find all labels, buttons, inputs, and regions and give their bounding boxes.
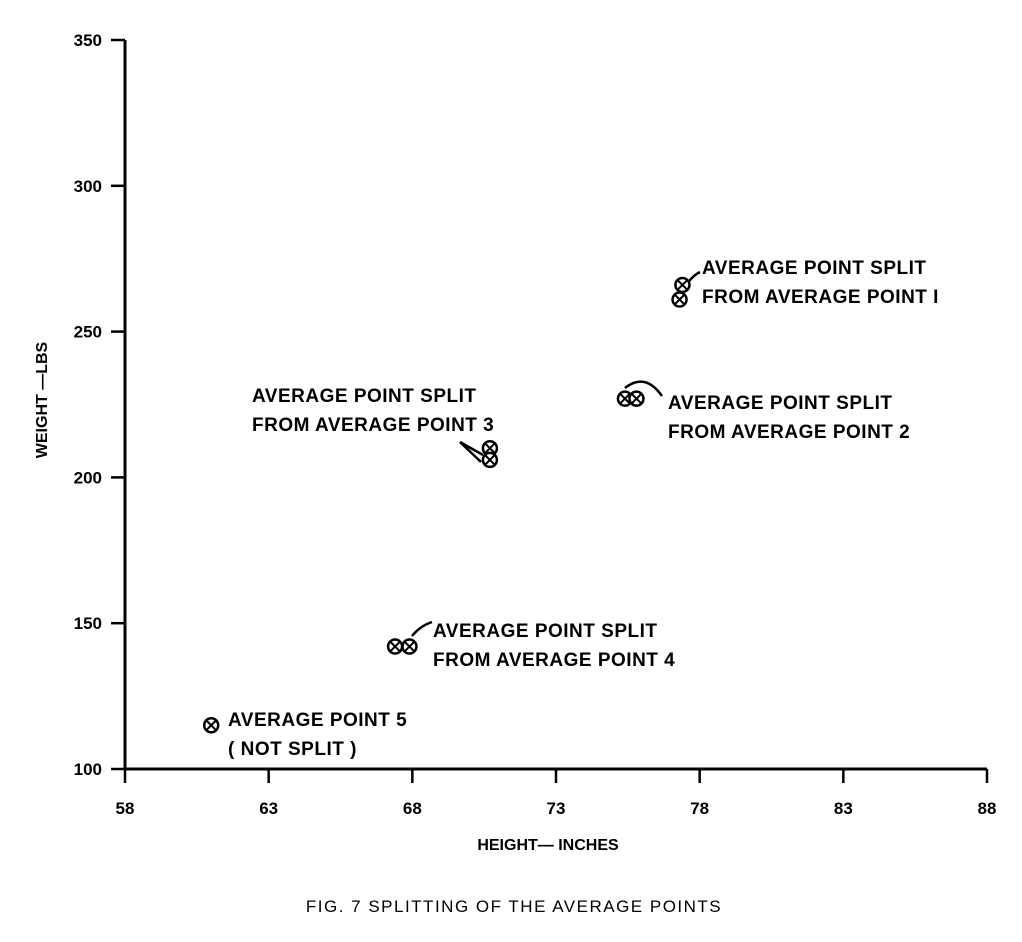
x-tick-label: 73 [547,799,566,818]
y-tick-label: 300 [74,177,102,196]
annotation-line: AVERAGE POINT SPLIT [668,393,893,414]
y-tick-label: 100 [74,760,102,779]
figure-caption: FIG. 7 SPLITTING OF THE AVERAGE POINTS [306,897,722,916]
annotation-3: AVERAGE POINT SPLIT FROM AVERAGE POINT 3 [252,386,494,436]
data-point [386,638,404,655]
annotation-line: ( NOT SPLIT ) [228,739,357,760]
annotation-line: AVERAGE POINT SPLIT [433,621,658,642]
annotation-line: FROM AVERAGE POINT 4 [433,650,675,671]
x-tick-label: 88 [978,799,997,818]
y-tick-label: 150 [74,614,102,633]
data-point [401,638,418,655]
annotation-5: AVERAGE POINT 5 ( NOT SPLIT ) [228,710,407,760]
data-points [202,276,691,734]
annotations: AVERAGE POINT SPLIT FROM AVERAGE POINT IA… [228,258,939,760]
annotation-4: AVERAGE POINT SPLIT FROM AVERAGE POINT 4 [433,621,675,671]
data-point [674,276,691,294]
data-point [481,451,499,469]
leader-split-3b [459,441,482,463]
x-tick-label: 68 [403,799,422,818]
annotation-2: AVERAGE POINT SPLIT FROM AVERAGE POINT 2 [668,393,910,443]
data-point [481,439,499,457]
y-tick-label: 250 [74,323,102,342]
y-ticks: 100 150 200 250 300 350 [74,31,125,779]
annotation-line: AVERAGE POINT 5 [228,710,407,731]
annotation-leaders [411,270,701,637]
annotation-line: AVERAGE POINT SPLIT [252,386,477,407]
annotation-1: AVERAGE POINT SPLIT FROM AVERAGE POINT I [702,258,939,308]
leader-split-2 [624,380,664,397]
x-tick-label: 63 [259,799,278,818]
data-point [628,390,645,407]
annotation-line: FROM AVERAGE POINT I [702,287,939,308]
y-tick-label: 350 [74,31,102,50]
y-tick-label: 200 [74,468,102,487]
data-point [616,390,634,407]
data-point [202,717,220,734]
annotation-line: FROM AVERAGE POINT 2 [668,422,910,443]
data-point [671,291,688,308]
annotation-line: AVERAGE POINT SPLIT [702,258,927,279]
x-tick-label: 83 [834,799,853,818]
x-axis-label: HEIGHT— INCHES [477,837,619,854]
x-tick-label: 58 [116,799,135,818]
annotation-line: FROM AVERAGE POINT 3 [252,415,494,436]
y-axis-label: WEIGHT —LBS [34,341,51,458]
x-ticks: 58 63 68 73 78 83 88 [116,769,997,818]
x-tick-label: 78 [690,799,709,818]
leader-split-4 [411,620,433,637]
